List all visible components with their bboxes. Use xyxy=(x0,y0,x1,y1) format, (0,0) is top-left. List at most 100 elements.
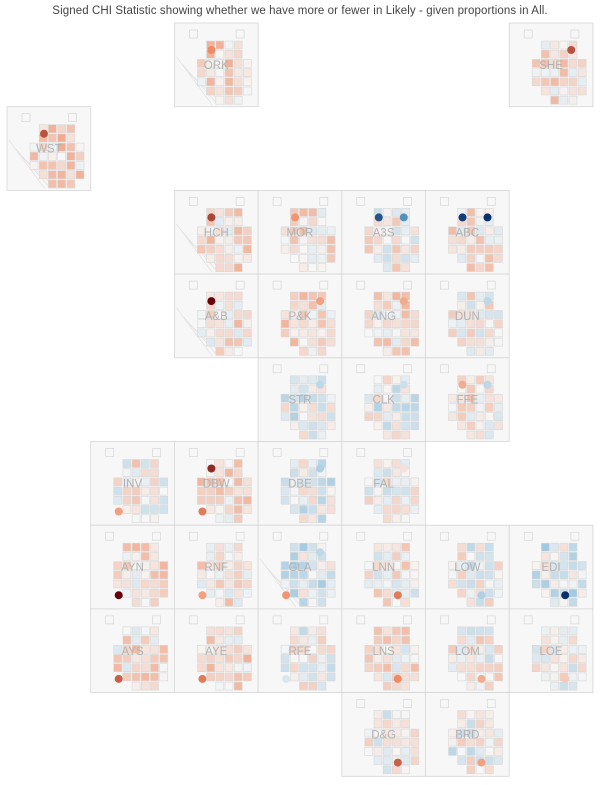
heat-cell xyxy=(550,49,559,59)
heat-cell xyxy=(373,635,383,645)
heat-cell xyxy=(122,570,132,580)
heat-cell xyxy=(466,403,476,412)
corner-box-left xyxy=(356,197,366,206)
heat-cell xyxy=(448,319,457,329)
heat-cell xyxy=(308,337,318,347)
heat-cell xyxy=(141,459,150,468)
heat-cell xyxy=(550,68,559,77)
heat-cell xyxy=(131,663,141,673)
heat-cell xyxy=(475,244,485,254)
heat-cell xyxy=(494,561,503,570)
heat-cell xyxy=(373,486,383,496)
heat-cell xyxy=(410,747,420,756)
heat-cell xyxy=(484,319,494,329)
corner-box-left xyxy=(440,615,449,625)
heat-cell xyxy=(317,244,327,254)
heat-cell xyxy=(382,421,392,431)
heat-cell xyxy=(206,552,215,561)
heat-cell xyxy=(484,672,494,682)
heat-cell xyxy=(317,254,327,263)
heat-cell xyxy=(243,654,252,663)
corner-box-left xyxy=(356,280,366,290)
corner-box-right xyxy=(152,531,161,541)
heat-cell xyxy=(206,77,215,87)
heat-cell xyxy=(197,244,206,254)
value-marker xyxy=(316,464,325,473)
heat-cell xyxy=(392,654,401,663)
tile-label: D&G xyxy=(371,729,396,741)
heat-cell xyxy=(475,337,485,347)
heat-cell xyxy=(206,328,215,338)
heat-cell xyxy=(494,747,503,756)
corner-box-right xyxy=(403,531,412,541)
heat-cell xyxy=(466,393,476,403)
heat-cell xyxy=(457,570,467,580)
heat-cell xyxy=(299,291,308,301)
heat-cell xyxy=(317,263,327,272)
heat-cell xyxy=(382,337,392,347)
heat-cell xyxy=(317,495,327,505)
heat-cell xyxy=(382,254,392,263)
heat-cell xyxy=(466,654,476,663)
heat-cell xyxy=(448,403,457,412)
heat-cell xyxy=(550,59,559,68)
heat-cell xyxy=(289,226,299,236)
heat-cell xyxy=(215,95,225,105)
heat-cell xyxy=(466,217,476,226)
heat-cell xyxy=(308,552,318,561)
heat-cell xyxy=(224,579,234,589)
heat-cell xyxy=(317,319,327,329)
tile-inv: INV xyxy=(90,441,175,526)
heat-cell xyxy=(243,663,252,673)
corner-box-right xyxy=(403,280,412,290)
heat-cell xyxy=(150,579,159,589)
heat-cell xyxy=(494,328,503,338)
heat-cell xyxy=(457,244,467,254)
heat-cell xyxy=(466,737,476,747)
heat-cell xyxy=(243,319,252,329)
heat-cell xyxy=(401,728,410,738)
heat-cell xyxy=(475,747,485,756)
heat-cell xyxy=(457,561,467,570)
heat-cell xyxy=(233,217,243,226)
heat-cell xyxy=(550,579,559,589)
heat-cell xyxy=(392,579,401,589)
heat-cell xyxy=(206,644,215,654)
heat-cell xyxy=(224,226,234,236)
heat-cell xyxy=(113,644,122,654)
heat-cell xyxy=(326,254,336,263)
value-marker xyxy=(561,591,570,600)
heat-cell xyxy=(326,663,336,673)
heat-cell xyxy=(401,644,410,654)
tile-label: SHE xyxy=(539,60,563,72)
corner-box-right xyxy=(319,448,329,457)
heat-cell xyxy=(475,319,485,329)
heat-cell xyxy=(457,421,467,431)
corner-box-right xyxy=(68,113,77,122)
heat-cell xyxy=(308,263,318,272)
heat-cell xyxy=(299,337,308,347)
value-marker xyxy=(198,674,207,683)
heat-cell xyxy=(568,542,578,552)
heat-cell xyxy=(131,635,141,645)
heat-cell xyxy=(466,728,476,738)
heat-cell xyxy=(280,570,290,580)
heat-cell xyxy=(457,663,467,673)
heat-cell xyxy=(317,561,327,570)
heat-cell xyxy=(75,152,85,161)
heat-cell xyxy=(373,468,383,478)
heat-cell xyxy=(392,300,401,310)
heat-cell xyxy=(364,319,374,329)
corner-box-left xyxy=(440,197,449,206)
heat-cell xyxy=(308,495,318,505)
heat-cell xyxy=(308,663,318,673)
heat-cell xyxy=(392,495,401,505)
heat-cell xyxy=(131,552,141,561)
heat-cell xyxy=(484,235,494,245)
heat-cell xyxy=(382,552,392,561)
heat-cell xyxy=(410,588,420,598)
heat-cell xyxy=(466,672,476,682)
heat-cell xyxy=(224,95,234,105)
heat-cell xyxy=(373,728,383,738)
heat-cell xyxy=(308,681,318,691)
